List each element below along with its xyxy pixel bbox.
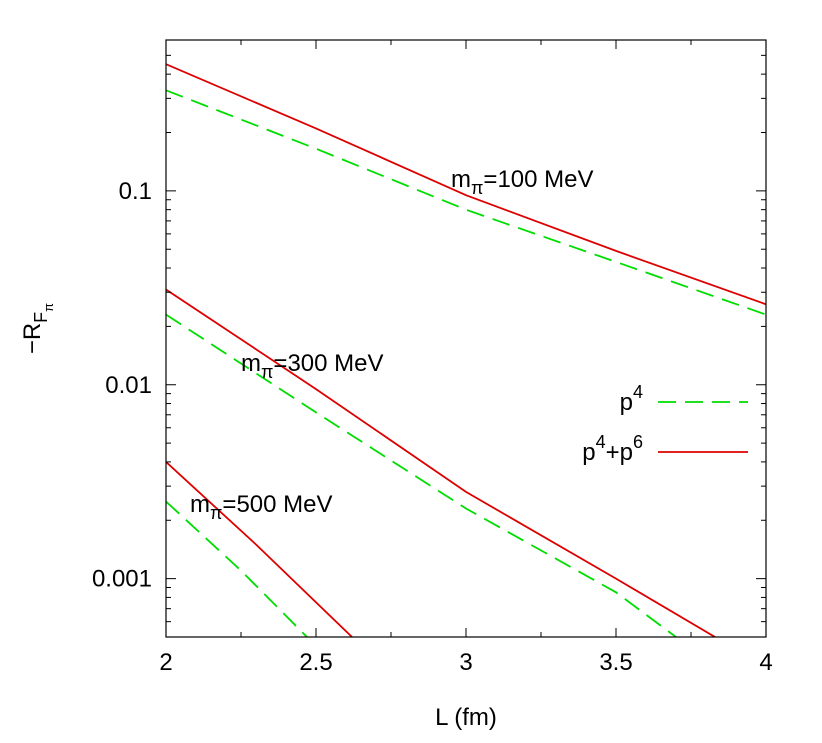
series-line [166,63,766,306]
curves [166,63,766,637]
curve-annotation: mπ=500 MeV [190,491,333,523]
series-line [166,461,353,637]
plot-frame [165,39,767,638]
x-tick-label: 4 [759,649,772,676]
ticks: 2 2.5 3 3.5 4 0.001 0.01 0.1 [92,40,773,676]
legend: p4 p4+p6 [582,382,748,466]
y-axis-label-main: −R [19,323,46,354]
y-axis-label-sub: F [31,312,51,323]
series-line [166,288,716,637]
x-tick-label: 2 [159,649,172,676]
legend-label: p4 [620,382,643,416]
annotations: mπ=100 MeV mπ=300 MeV mπ=500 MeV [190,166,594,523]
x-tick-label: 3 [459,649,472,676]
curve-annotation: mπ=100 MeV [451,166,594,198]
x-axis-label: L (fm) [435,704,497,731]
legend-label: p4+p6 [582,432,643,466]
svg-text:−RFπ: −RFπ [19,303,56,354]
y-axis-label: −RFπ [19,303,56,354]
y-tick-label: 0.1 [119,178,152,205]
y-tick-label: 0.01 [105,372,152,399]
series-line [166,313,677,637]
series-line [166,500,308,637]
y-axis-label-subsub: π [41,303,56,312]
curve-annotation: mπ=300 MeV [241,350,384,382]
x-tick-label: 2.5 [299,649,332,676]
y-tick-label: 0.001 [92,566,152,593]
series-line [166,89,766,316]
x-tick-label: 3.5 [599,649,632,676]
